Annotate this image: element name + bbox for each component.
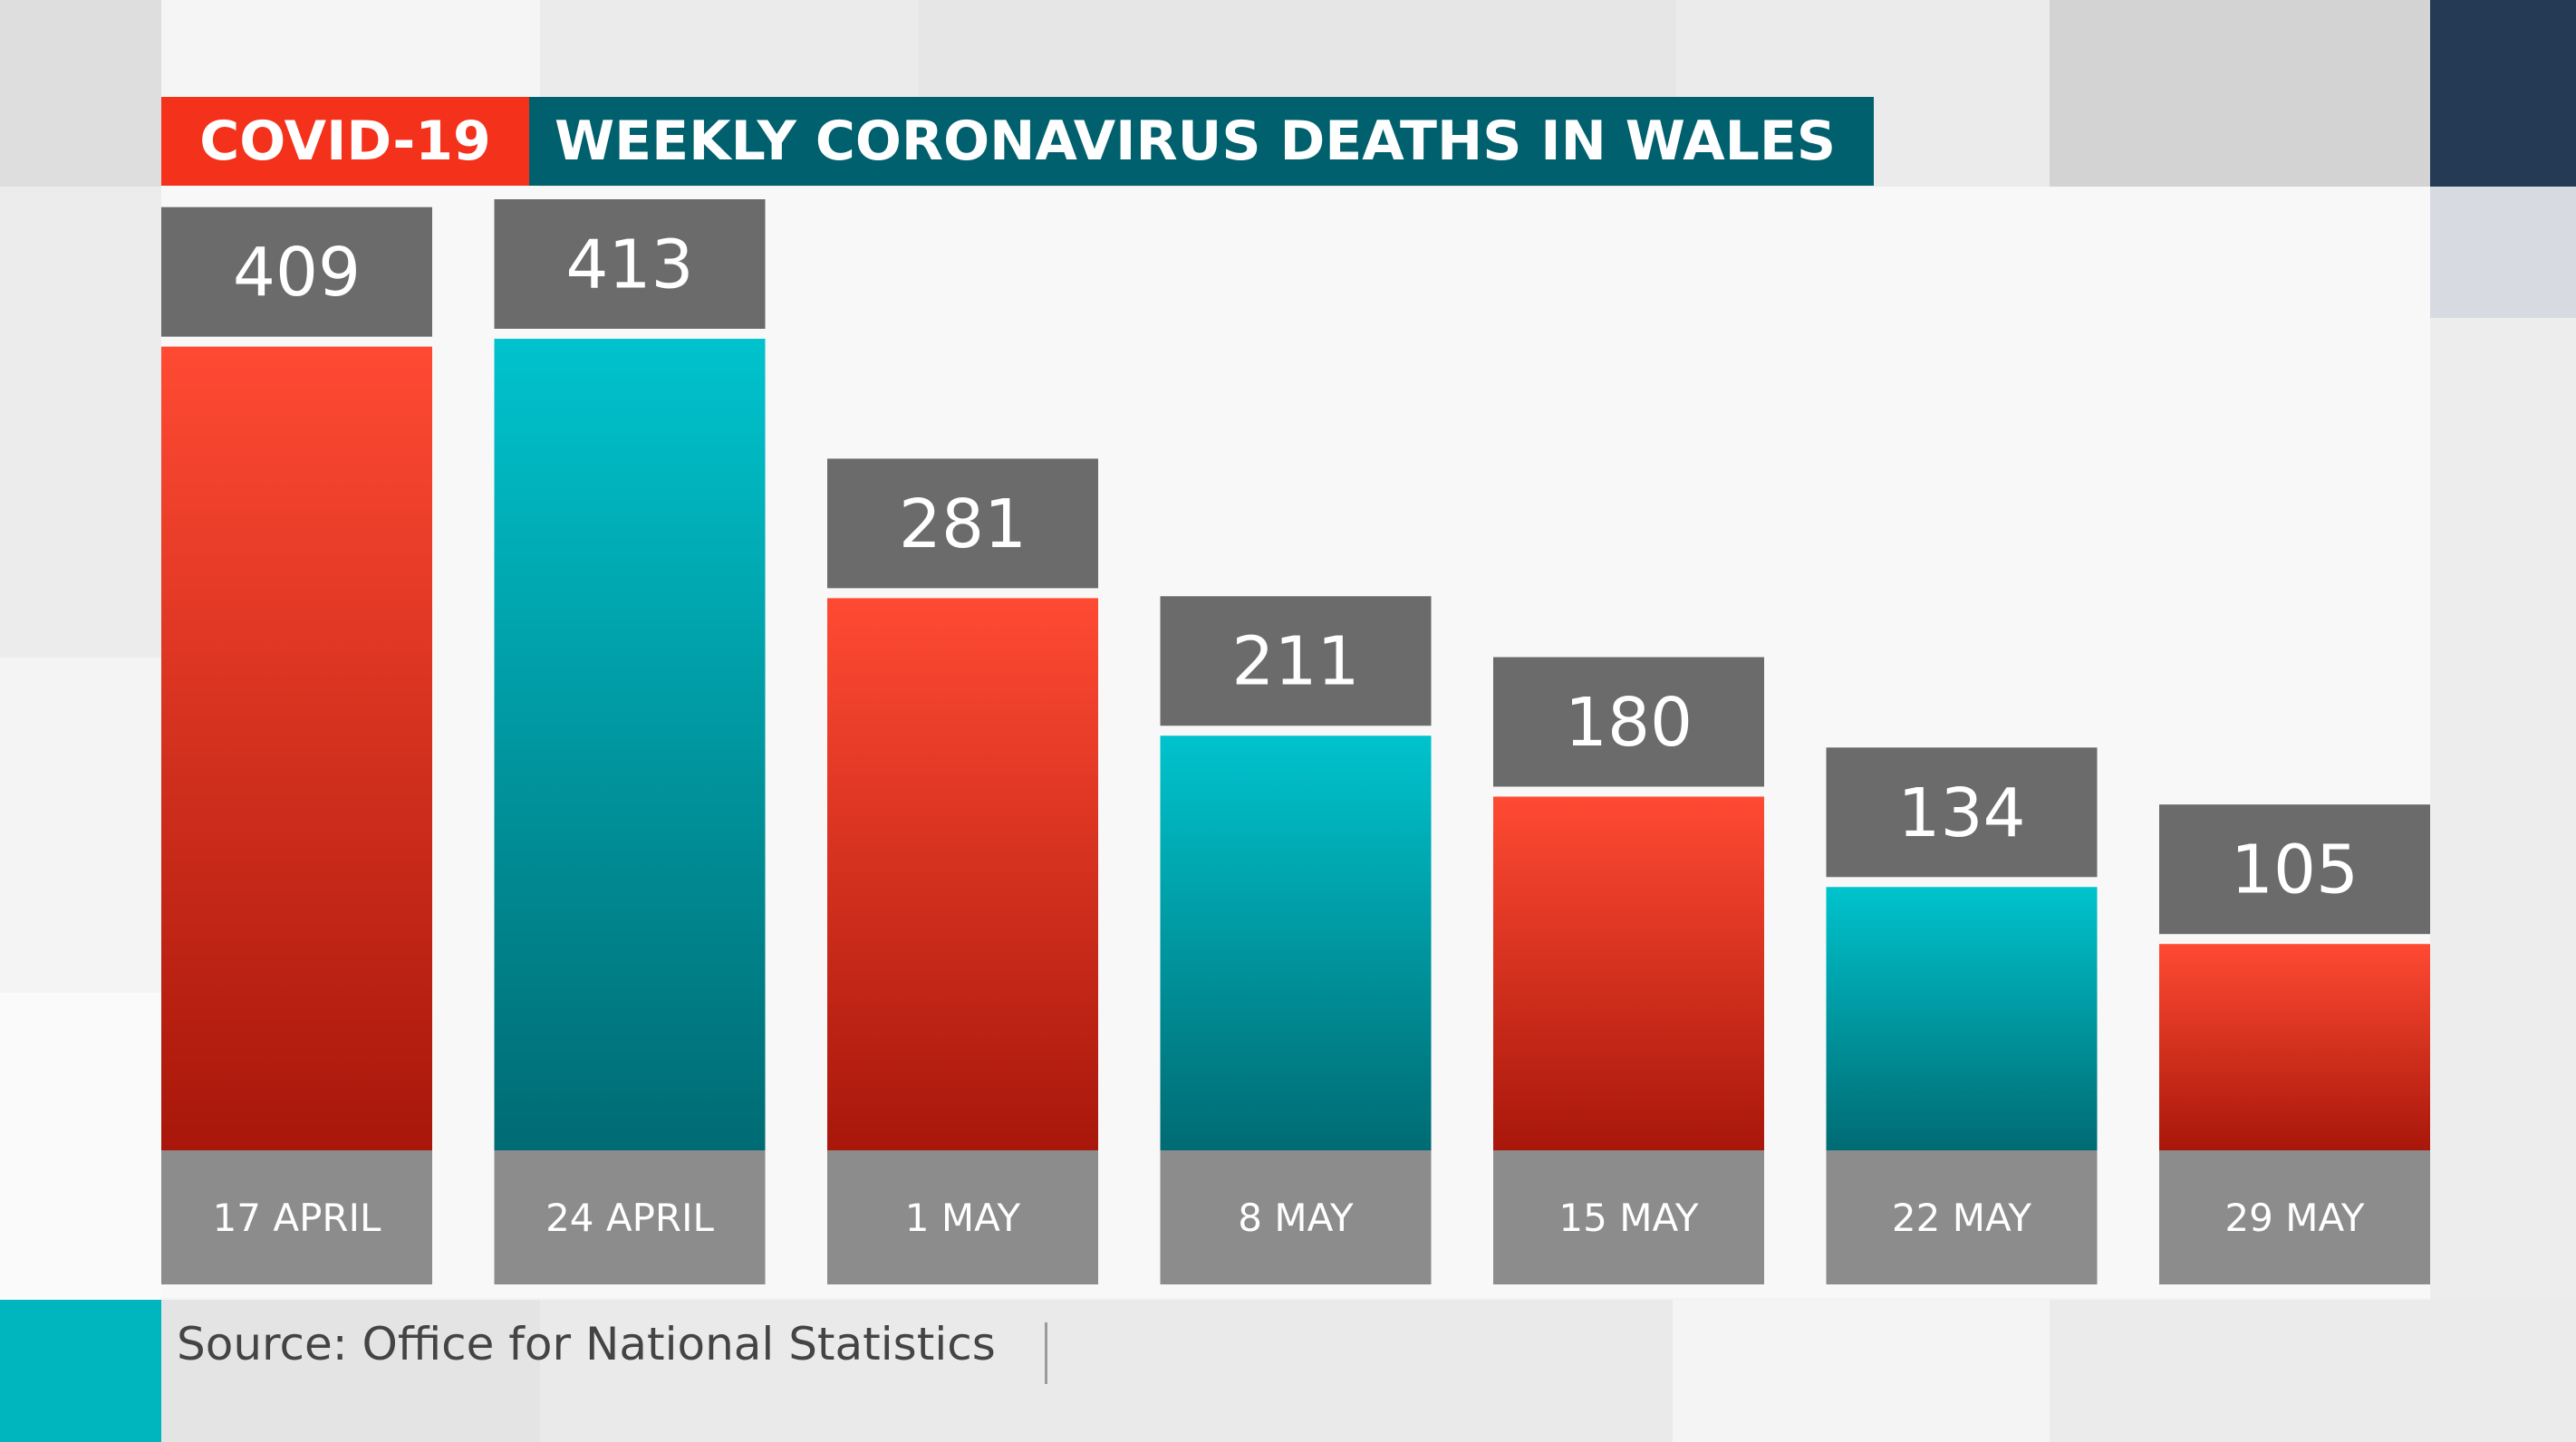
background-tile (161, 1300, 540, 1442)
category-label-box (1160, 1150, 1432, 1284)
value-label: 281 (899, 485, 1027, 563)
background-tile (0, 993, 161, 1300)
background-tile (1673, 1300, 2050, 1442)
bar (494, 339, 766, 1150)
covid-tag: COVID-19 (161, 97, 529, 186)
value-label-box (1826, 747, 2098, 878)
bar (1826, 887, 2098, 1150)
bar (161, 346, 432, 1150)
value-label: 134 (1897, 774, 2025, 852)
background-tile (2050, 1300, 2576, 1442)
category-label-box (1826, 1150, 2098, 1284)
bar (1493, 796, 1764, 1150)
background-tile (0, 658, 161, 993)
chart-header: COVID-19 WEEKLY CORONAVIRUS DEATHS IN WA… (161, 97, 1874, 186)
background-tile (2430, 0, 2576, 187)
source-note: Source: Office for National Statistics (177, 1318, 996, 1370)
bar (1160, 735, 1432, 1150)
value-label: 180 (1565, 684, 1693, 762)
value-label-box (1493, 657, 1764, 787)
value-label-box (1160, 596, 1432, 726)
value-label: 413 (565, 226, 693, 304)
bar (2159, 944, 2430, 1150)
category-label: 29 MAY (2224, 1196, 2365, 1240)
background-tile (2430, 187, 2576, 318)
value-label: 409 (233, 234, 361, 312)
bar (827, 598, 1098, 1150)
footer-accent (0, 1300, 161, 1442)
background-tile (0, 187, 161, 658)
category-label-box (494, 1150, 766, 1284)
background-tile (2050, 0, 2430, 187)
value-label: 211 (1231, 623, 1359, 701)
category-label: 22 MAY (1892, 1196, 2032, 1240)
value-label-box (161, 207, 432, 337)
value-label-box (827, 458, 1098, 589)
category-label: 15 MAY (1558, 1196, 1699, 1240)
source-divider (1045, 1322, 1047, 1384)
value-label: 105 (2231, 832, 2359, 909)
background-tile (2430, 318, 2576, 1300)
background-tile (540, 1300, 1673, 1442)
category-label: 24 APRIL (545, 1196, 714, 1240)
value-label-box (2159, 804, 2430, 935)
category-label: 1 MAY (905, 1196, 1021, 1240)
category-label: 17 APRIL (213, 1196, 381, 1240)
category-label-box (1493, 1150, 1764, 1284)
category-label-box (161, 1150, 432, 1284)
chart-title: WEEKLY CORONAVIRUS DEATHS IN WALES (529, 97, 1874, 186)
category-label-box (2159, 1150, 2430, 1284)
background-tile (0, 0, 161, 187)
value-label-box (494, 199, 766, 329)
category-label: 8 MAY (1238, 1196, 1354, 1240)
category-label-box (827, 1150, 1098, 1284)
